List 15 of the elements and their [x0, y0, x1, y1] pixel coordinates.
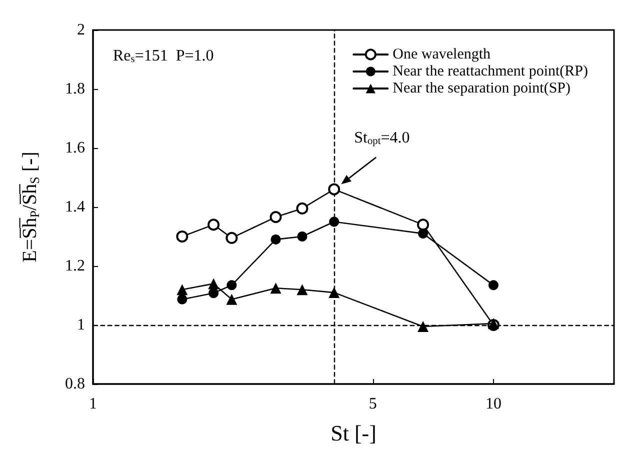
legend-label: Near the reattachment point(RP)	[392, 64, 588, 80]
y-tick-label: 0.8	[65, 376, 85, 392]
y-tick-label: 2	[77, 22, 85, 38]
x-tick-label: 10	[485, 396, 502, 412]
y-tick-label: 1.4	[65, 198, 85, 216]
y-tick-label: 1.2	[65, 258, 85, 274]
legend-label: One wavelength	[392, 46, 492, 62]
legend-label: Near the separation point(SP)	[392, 80, 571, 96]
y-tick-label: 1.6	[65, 140, 85, 156]
x-axis-title: St [-]	[330, 420, 376, 446]
y-axis-title: E=S̅h̅P/S̅h̅S [-]	[18, 152, 42, 262]
x-tick-label: 5	[368, 396, 377, 412]
y-tick-label: 1.8	[65, 80, 85, 98]
y-tick-label: 1	[77, 316, 85, 334]
x-tick-label: 1	[89, 396, 97, 412]
